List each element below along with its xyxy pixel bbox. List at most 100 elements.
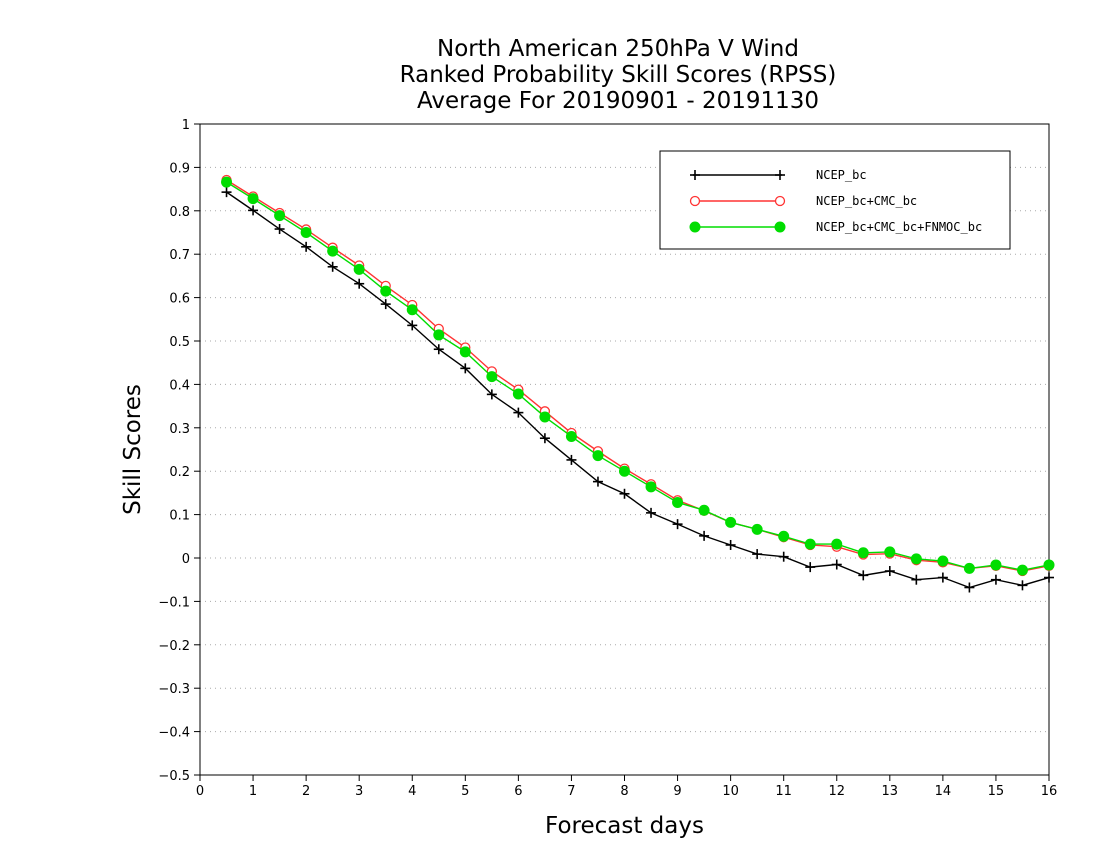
- data-point: [274, 210, 286, 222]
- data-point: [805, 562, 816, 573]
- data-point: [725, 516, 737, 528]
- data-point: [884, 566, 895, 577]
- data-point: [380, 299, 391, 310]
- legend: NCEP_bc NCEP_bc+CMC_bc NCEP_bc+CMC_bc+FNMO…: [659, 150, 1011, 250]
- legend-box: [659, 150, 1011, 250]
- y-tick-label: 0.2: [169, 465, 190, 480]
- x-tick-label: 6: [514, 784, 522, 799]
- data-point: [990, 574, 1001, 585]
- data-point: [804, 538, 816, 550]
- legend-marker: [774, 221, 786, 233]
- data-point: [1016, 564, 1028, 576]
- data-point: [300, 227, 312, 238]
- data-point: [459, 346, 471, 358]
- data-point: [565, 430, 577, 442]
- data-point: [327, 261, 338, 272]
- data-point: [911, 574, 922, 585]
- series-layer: [221, 174, 1055, 593]
- y-tick-label: −0.5: [158, 769, 190, 784]
- data-point: [512, 388, 524, 400]
- y-tick-label: 0.7: [169, 248, 190, 263]
- data-point: [1017, 580, 1028, 591]
- data-point: [831, 559, 842, 570]
- x-tick-label: 10: [722, 784, 739, 799]
- x-tick-label: 9: [673, 784, 681, 799]
- x-tick-label: 15: [988, 784, 1005, 799]
- data-point: [539, 433, 550, 444]
- y-tick-label: −0.1: [158, 595, 190, 610]
- chart-title-line-3: Average For 20190901 - 20191130: [416, 88, 820, 114]
- y-axis-label: Skill Scores: [120, 384, 146, 515]
- legend-label: NCEP_bc+CMC_bc: [816, 194, 917, 208]
- data-point: [460, 363, 471, 374]
- chart-title-line-2: Ranked Probability Skill Scores (RPSS): [399, 62, 837, 88]
- y-tick-label: 0.6: [169, 292, 190, 307]
- data-point: [778, 551, 789, 562]
- data-point: [699, 530, 710, 541]
- x-tick-label: 13: [882, 784, 899, 799]
- x-tick-label: 1: [249, 784, 257, 799]
- data-point: [301, 241, 312, 252]
- data-point: [751, 523, 763, 535]
- legend-item-1: NCEP_bc: [690, 168, 867, 182]
- y-tick-label: 0.1: [169, 509, 190, 524]
- data-point: [778, 530, 790, 542]
- legend-marker: [689, 195, 701, 207]
- data-point: [592, 450, 604, 462]
- x-tick-label: 16: [1041, 784, 1058, 799]
- data-point: [963, 562, 975, 574]
- y-tick-label: −0.4: [158, 726, 190, 741]
- x-tick-label: 11: [775, 784, 792, 799]
- x-tick-label: 8: [620, 784, 628, 799]
- x-tick-label: 12: [828, 784, 845, 799]
- x-tick-label: 3: [355, 784, 363, 799]
- y-tick-label: 0.5: [169, 335, 190, 350]
- data-point: [990, 559, 1002, 571]
- y-tick-label: 0.9: [169, 161, 190, 176]
- data-point: [619, 465, 630, 477]
- series-line: [226, 191, 1050, 589]
- chart-title: North American 250hPa V Wind Ranked Prob…: [0, 36, 1100, 114]
- data-point: [831, 538, 843, 550]
- x-tick-label: 4: [408, 784, 416, 799]
- legend-marker: [689, 221, 701, 233]
- series-1: [221, 187, 1054, 593]
- data-point: [910, 553, 922, 565]
- data-point: [672, 496, 684, 508]
- data-point: [274, 224, 285, 235]
- data-point: [248, 205, 259, 216]
- data-point: [857, 547, 869, 559]
- y-tick-label: 1: [182, 118, 190, 133]
- y-tick-label: −0.2: [158, 639, 190, 654]
- data-point: [221, 187, 232, 198]
- x-axis: 0 1 2 3 4 5 6 7 8 9 10 11 12 13 14 15 16: [196, 775, 1057, 799]
- legend-item-3: NCEP_bc+CMC_bc+FNMOC_bc: [689, 220, 982, 234]
- x-tick-label: 2: [302, 784, 310, 799]
- data-point: [698, 504, 710, 516]
- data-point: [645, 481, 657, 493]
- data-point: [1043, 559, 1055, 571]
- data-point: [406, 304, 418, 316]
- y-tick-label: 0.4: [169, 378, 190, 393]
- data-point: [407, 320, 418, 331]
- legend-label: NCEP_bc+CMC_bc+FNMOC_bc: [816, 220, 982, 234]
- data-point: [1044, 572, 1054, 583]
- data-point: [247, 193, 259, 205]
- y-tick-label: 0: [182, 552, 190, 567]
- data-point: [964, 582, 975, 593]
- data-point: [937, 555, 949, 567]
- x-tick-label: 5: [461, 784, 469, 799]
- data-point: [539, 411, 551, 423]
- data-point: [433, 329, 445, 341]
- data-point: [354, 278, 365, 289]
- data-point: [884, 546, 896, 558]
- y-tick-label: 0.3: [169, 422, 190, 437]
- data-point: [566, 454, 577, 465]
- legend-marker: [774, 195, 786, 207]
- data-point: [327, 245, 339, 257]
- y-tick-label: 0.8: [169, 205, 190, 220]
- data-point: [486, 389, 497, 400]
- data-point: [433, 344, 444, 355]
- legend-label: NCEP_bc: [816, 168, 867, 182]
